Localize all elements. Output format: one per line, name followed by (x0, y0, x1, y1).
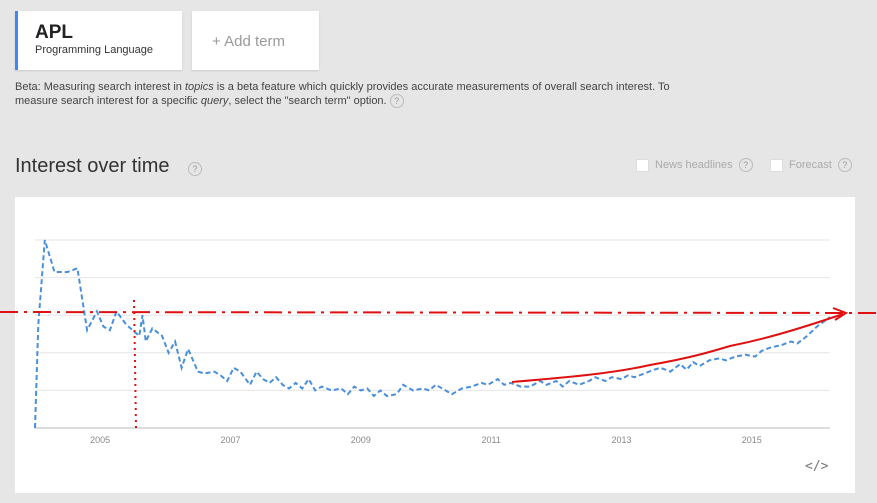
x-tick-label: 2005 (90, 435, 110, 445)
news-headlines-label: News headlines (655, 159, 733, 171)
news-headlines-option[interactable]: News headlines? (636, 158, 753, 172)
beta-note-text-3: , select the "search term" option. (228, 94, 387, 107)
forecast-label: Forecast (789, 159, 832, 171)
series-line (34, 239, 831, 429)
forecast-checkbox[interactable] (770, 158, 783, 172)
beta-note-text-1: Beta: Measuring search interest in (15, 81, 185, 93)
interest-help-icon[interactable]: ? (188, 162, 202, 176)
annotation-vertical-dotted (133, 299, 137, 429)
x-tick-label: 2015 (742, 435, 762, 445)
beta-note-query: query (200, 94, 229, 107)
chart-grid (35, 239, 830, 429)
annotation-arrowhead (832, 307, 849, 321)
embed-code-icon[interactable]: </> (805, 459, 829, 474)
search-term-card[interactable]: APL Programming Language (15, 11, 182, 70)
beta-note: Beta: Measuring search interest in topic… (15, 81, 685, 108)
add-term-button[interactable]: + Add term (192, 11, 319, 70)
x-tick-label: 2009 (351, 435, 371, 445)
series-layer (34, 239, 831, 429)
annotation-trend-curve (511, 313, 844, 383)
beta-help-icon[interactable]: ? (389, 94, 404, 108)
news-headlines-checkbox[interactable] (636, 158, 649, 172)
add-term-label: + Add term (212, 33, 285, 50)
section-title: Interest over time (15, 155, 170, 177)
x-tick-label: 2011 (481, 435, 500, 445)
x-tick-label: 2013 (611, 435, 631, 445)
red-annotations (0, 299, 877, 429)
term-title: APL (35, 22, 73, 43)
forecast-option[interactable]: Forecast? (770, 158, 852, 172)
forecast-help-icon[interactable]: ? (837, 158, 852, 172)
x-tick-label: 2007 (220, 435, 240, 445)
beta-note-text-2: is a beta feature which quickly provides… (15, 81, 670, 107)
term-subtitle: Programming Language (35, 44, 154, 56)
x-axis-ticks: 2005 2007 2009 2011 2013 2015 (90, 435, 762, 445)
chart-panel (15, 197, 855, 493)
news-help-icon[interactable]: ? (738, 158, 753, 172)
annotation-dashdot-line (0, 311, 877, 314)
beta-note-topics: topics (184, 81, 214, 93)
